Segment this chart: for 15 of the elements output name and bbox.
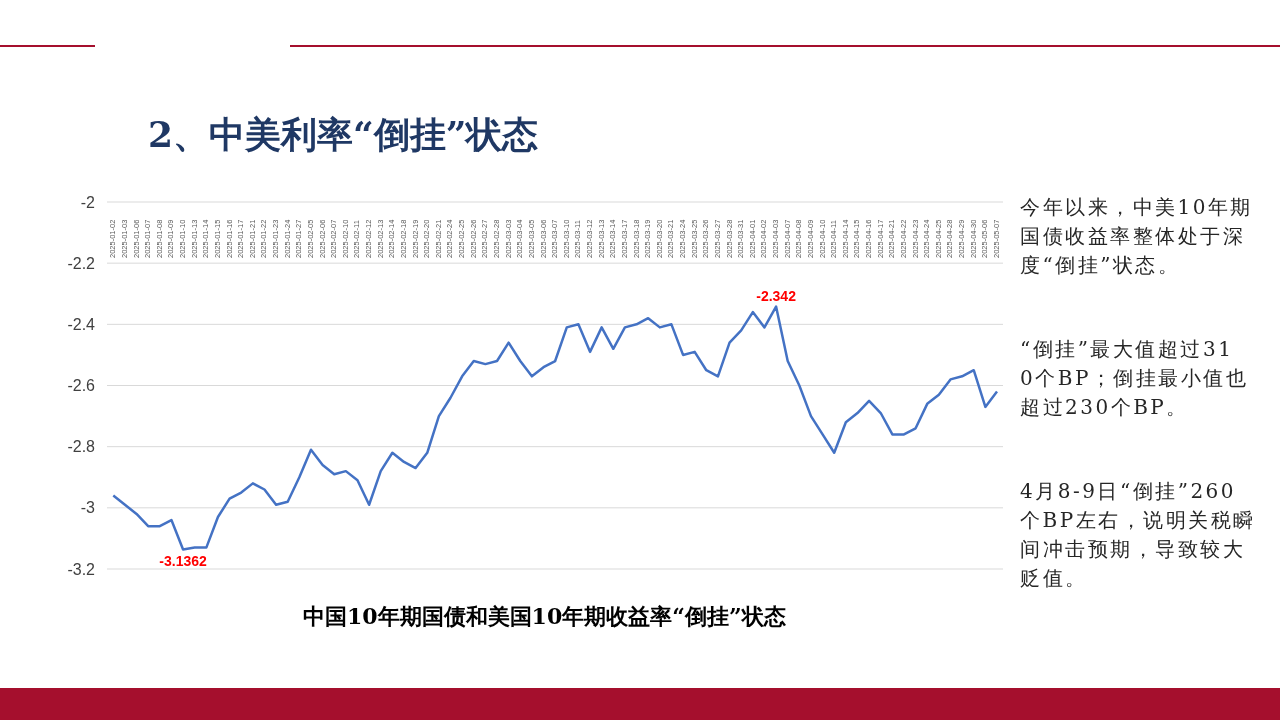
y-tick-label: -3 [80, 499, 96, 517]
text: “倒挂”最大值超过310个BP；倒挂最小值也超过230个BP。 [1020, 337, 1249, 419]
chart-title: 2、中美利率“倒挂”状态 [148, 113, 539, 155]
y-tick-label: -2.8 [67, 438, 96, 456]
y-tick-label: -2.2 [67, 254, 96, 272]
y-tick-label: -3.2 [67, 560, 96, 578]
y-tick-label: -2 [80, 193, 96, 211]
y-tick-label: -2.6 [67, 377, 96, 395]
text: 中国10年期国债和美国10年期收益率“倒挂”状态 [303, 603, 786, 629]
annotation: -2.342 [756, 287, 797, 304]
annotation: -3.1362 [159, 553, 208, 570]
line-series [112, 305, 999, 551]
y-tick-label: -2.4 [67, 315, 96, 333]
text: 今年以来，中美10年期国债收益率整体处于深度“倒挂”状态。 [1020, 195, 1253, 277]
text: 4月8-9日“倒挂”260个BP左右，说明关税瞬间冲击预期，导致较大贬值。 [1020, 479, 1256, 590]
